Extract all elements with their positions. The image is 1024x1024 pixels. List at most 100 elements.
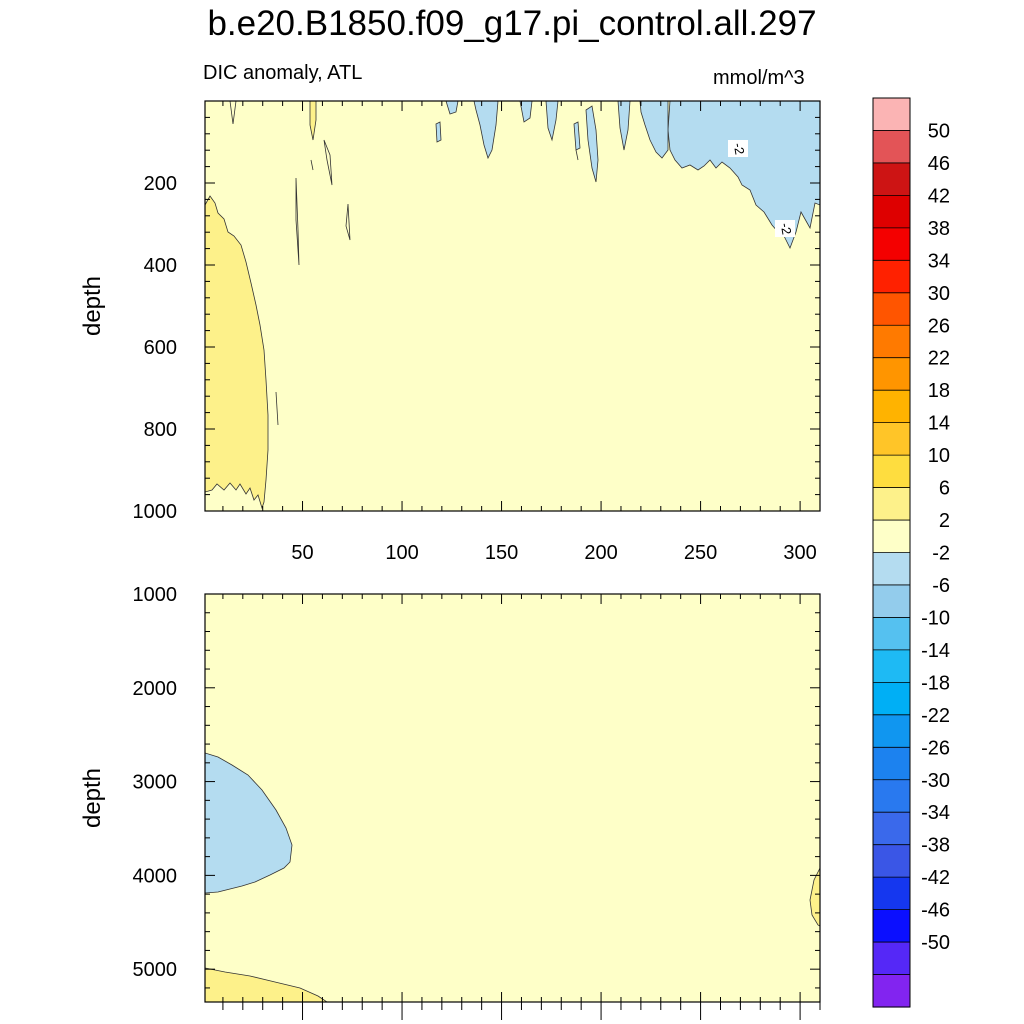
colorbar-swatch [873, 422, 910, 456]
lower-positive-anomaly-region [205, 967, 328, 1002]
lower-positive-anomaly-region [809, 867, 820, 927]
upper-negative-anomaly-streak [445, 101, 459, 115]
colorbar-swatch [873, 487, 910, 521]
colorbar-label: -50 [921, 932, 950, 954]
colorbar-label: -6 [932, 575, 950, 597]
upper-contour-label: -2 [731, 142, 748, 156]
colorbar-frame [872, 97, 911, 1008]
upper-positive-anomaly-streak [229, 101, 237, 125]
lower-panel: 1000 2000 3000 4000 5000 [133, 584, 821, 1020]
upper-plot-frame [204, 100, 821, 512]
colorbar-label: 34 [928, 250, 950, 272]
colorbar-label: -38 [921, 835, 950, 857]
upper-negative-anomaly-streak [435, 121, 442, 143]
colorbar-label: 42 [928, 185, 950, 207]
colorbar-label: 46 [928, 153, 950, 175]
lower-negative-anomaly-region [205, 752, 293, 894]
colorbar-swatch [873, 390, 910, 424]
upper-positive-anomaly-streak [275, 139, 579, 426]
upper-x-tick-label: 300 [783, 542, 816, 564]
colorbar-label: -42 [921, 867, 950, 889]
colorbar-label: -14 [921, 640, 950, 662]
colorbar: 50 46 42 38 34 30 26 22 18 14 10 6 2 -2 -6 -10 -14 -18 -22… [872, 97, 950, 1008]
colorbar-swatch [873, 877, 910, 911]
upper-positive-anomaly-streak [309, 101, 317, 141]
upper-background-fill [205, 101, 820, 511]
upper-y-tick-label: 1000 [133, 501, 178, 523]
upper-negative-anomaly-region [667, 101, 820, 249]
colorbar-label: 38 [928, 218, 950, 240]
colorbar-swatch [873, 617, 910, 651]
colorbar-swatch [873, 909, 910, 943]
colorbar-swatch [873, 552, 910, 586]
colorbar-label: 14 [928, 413, 950, 435]
colorbar-label: 2 [939, 510, 950, 532]
lower-background-fill [205, 594, 820, 1002]
colorbar-swatch [873, 747, 910, 781]
lower-y-tick-label: 4000 [133, 865, 178, 887]
colorbar-swatch [873, 520, 910, 554]
colorbar-label: 18 [928, 380, 950, 402]
colorbar-swatch [873, 260, 910, 294]
colorbar-label: -22 [921, 705, 950, 727]
upper-negative-anomaly-streak [639, 101, 669, 159]
colorbar-swatch [873, 682, 910, 716]
colorbar-swatch [873, 649, 910, 683]
lower-y-tick-label: 1000 [133, 584, 178, 606]
colorbar-label: 6 [939, 478, 950, 500]
colorbar-swatch [873, 195, 910, 229]
colorbar-swatch [873, 292, 910, 326]
lower-y-tick-label: 5000 [133, 959, 178, 981]
upper-y-tick-label: 400 [144, 255, 177, 277]
upper-negative-anomaly-streak [473, 101, 499, 160]
colorbar-label: -2 [932, 543, 950, 565]
colorbar-label: 10 [928, 445, 950, 467]
upper-x-tick-label: 150 [485, 542, 518, 564]
colorbar-swatch [873, 227, 910, 261]
upper-contour-label-box [775, 220, 795, 237]
colorbar-label: -30 [921, 770, 950, 792]
chart-subtitle-left: DIC anomaly, ATL [203, 62, 363, 84]
colorbar-label: -18 [921, 672, 950, 694]
chart-units-label: mmol/m^3 [713, 67, 805, 89]
colorbar-label: 50 [928, 120, 950, 142]
colorbar-swatch [873, 942, 910, 976]
colorbar-swatch [873, 325, 910, 359]
colorbar-label: -10 [921, 607, 950, 629]
colorbar-label: -34 [921, 802, 950, 824]
upper-y-tick-label: 600 [144, 337, 177, 359]
colorbar-swatch [873, 779, 910, 813]
upper-contour-label-box [728, 140, 748, 157]
lower-y-tick-label: 3000 [133, 772, 178, 794]
upper-positive-anomaly-region [205, 195, 269, 510]
colorbar-label: -26 [921, 737, 950, 759]
colorbar-swatch [873, 584, 910, 619]
upper-y-tick-label: 200 [144, 173, 177, 195]
upper-y-tick-label: 800 [144, 419, 177, 441]
colorbar-label: -46 [921, 900, 950, 922]
colorbar-swatch [873, 714, 910, 748]
colorbar-swatch [873, 130, 910, 164]
colorbar-swatch [873, 98, 910, 132]
upper-negative-anomaly-streak [585, 105, 599, 183]
upper-x-tick-label: 50 [291, 542, 313, 564]
lower-axes: 1000 2000 3000 4000 5000 [133, 584, 821, 1020]
upper-negative-anomaly-streak [573, 121, 581, 151]
colorbar-swatch [873, 162, 910, 196]
upper-x-tick-label: 250 [684, 542, 717, 564]
lower-y-tick-label: 2000 [133, 678, 178, 700]
lower-plot-frame [204, 593, 821, 1003]
colorbar-label: 30 [928, 283, 950, 305]
upper-x-tick-label: 200 [584, 542, 617, 564]
upper-panel: -2 -2 50 100 150 200 250 300 200 400 600 800 1000 [133, 100, 821, 564]
colorbar-swatch [873, 974, 910, 1008]
colorbar-label: 22 [928, 348, 950, 370]
upper-negative-anomaly-streak [519, 101, 533, 123]
upper-negative-anomaly-streak [545, 101, 559, 142]
chart-title: b.e20.B1850.f09_g17.pi_control.all.297 [207, 4, 817, 43]
colorbar-swatch [873, 357, 910, 391]
colorbar-label: 26 [928, 315, 950, 337]
colorbar-swatch [873, 455, 910, 489]
upper-contour-label: -2 [778, 222, 795, 236]
